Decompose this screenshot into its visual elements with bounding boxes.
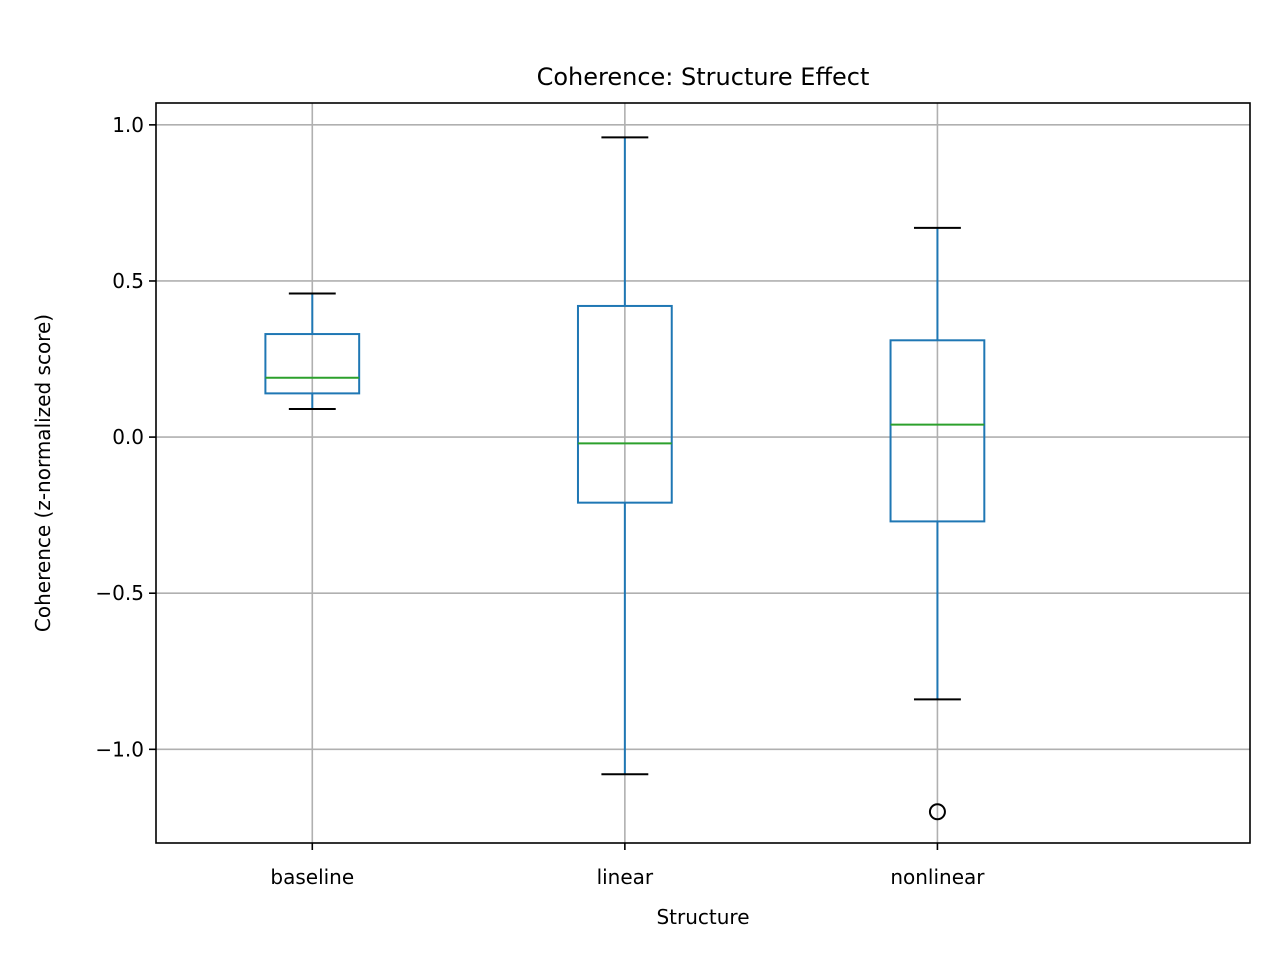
- x-tick-label: baseline: [270, 865, 354, 889]
- y-tick-label: 0.0: [112, 425, 144, 449]
- y-tick-label: −1.0: [95, 737, 144, 761]
- box-group-nonlinear: [889, 226, 986, 821]
- plot-area-frame: [155, 102, 1251, 844]
- x-axis-label: Structure: [656, 905, 749, 929]
- iqr-box: [264, 333, 361, 395]
- tick-layer: 1.0 0.5 0.0 −0.5 −1.0 baseline linear nonlinear: [95, 113, 985, 889]
- x-tick-label: linear: [597, 865, 654, 889]
- box-group-baseline: [264, 292, 361, 410]
- iqr-box: [889, 339, 986, 523]
- grid-layer: [156, 103, 1250, 843]
- y-tick-label: 1.0: [112, 113, 144, 137]
- x-tick-label: nonlinear: [890, 865, 985, 889]
- box-group-linear: [576, 136, 673, 776]
- iqr-box: [576, 304, 673, 504]
- y-tick-label: −0.5: [95, 581, 144, 605]
- outlier-point: [928, 803, 946, 821]
- chart-title: Coherence: Structure Effect: [537, 63, 870, 91]
- y-axis-label: Coherence (z-normalized score): [31, 314, 55, 632]
- y-tick-label: 0.5: [112, 269, 144, 293]
- box-layer: [264, 136, 986, 821]
